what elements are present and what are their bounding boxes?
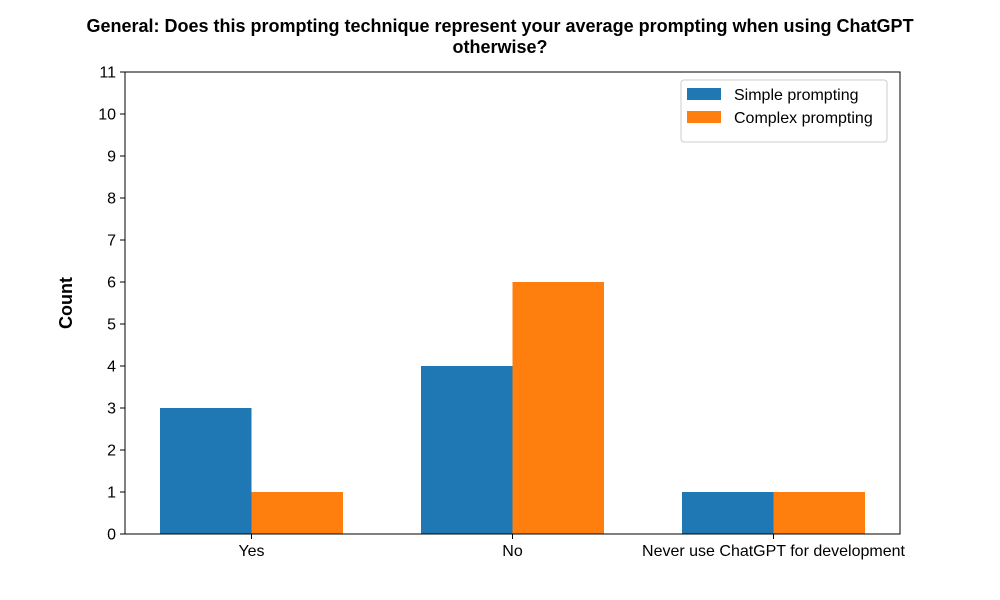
bar [160,408,252,534]
legend-label: Complex prompting [734,110,873,127]
bars-group [160,282,865,534]
y-tick-label: 2 [107,443,116,460]
x-tick-label: Yes [238,543,264,560]
legend-box [680,79,888,143]
chart-title-line-2: otherwise? [452,37,548,57]
bar [512,282,604,534]
legend-swatch [687,88,721,100]
legend-label: Simple prompting [734,87,859,104]
bar [682,492,774,534]
y-tick-label: 11 [99,65,116,82]
bar [773,492,865,534]
bar [251,492,343,534]
x-axis: Yes No Never use ChatGPT for development [238,534,906,560]
x-tick-label: Never use ChatGPT for development [642,543,906,560]
bar [421,366,513,534]
y-axis-label: Count [56,277,76,329]
y-tick-label: 6 [107,275,116,292]
y-axis: 0 1 2 3 4 5 6 7 8 9 10 11 [98,65,125,544]
chart-title: General: Does this prompting technique r… [0,16,1000,58]
y-tick-label: 1 [107,485,116,502]
y-tick-label: 9 [107,149,116,166]
y-tick-label: 0 [107,527,116,544]
y-tick-label: 5 [107,317,116,334]
y-tick-label: 8 [107,191,116,208]
chart-title-line-1: General: Does this prompting technique r… [86,16,914,36]
y-tick-label: 7 [107,233,116,250]
x-tick-label: No [502,543,523,560]
y-tick-label: 4 [107,359,116,376]
legend-swatch [687,111,721,123]
legend: Simple prompting Complex prompting [680,79,888,143]
y-tick-label: 3 [107,401,116,418]
y-tick-label: 10 [98,107,116,124]
